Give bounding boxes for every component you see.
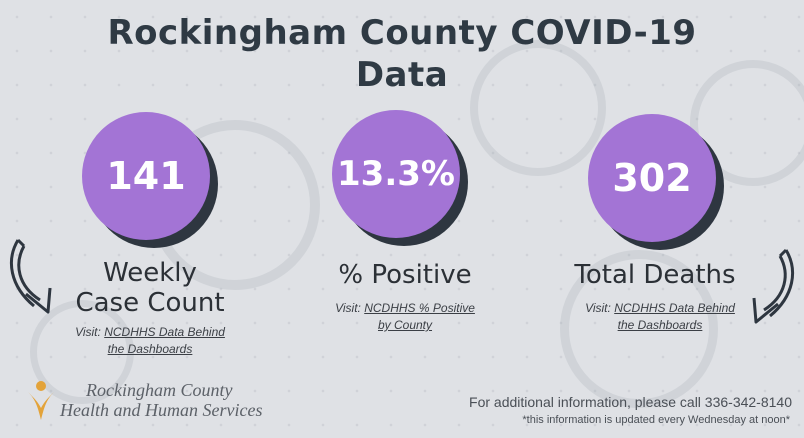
visit-prefix: Visit:	[585, 301, 611, 315]
percent-positive-value: 13.3%	[337, 154, 455, 194]
ncdhhs-dashboards-link[interactable]: NCDHHS Data Behind	[614, 301, 735, 315]
ncdhhs-percent-positive-link[interactable]: NCDHHS % Positive	[364, 301, 475, 315]
ncdhhs-dashboards-link[interactable]: the Dashboards	[107, 342, 193, 356]
percent-positive-label: % Positive	[310, 260, 500, 290]
weekly-cases-label: Weekly Case Count	[60, 258, 240, 318]
percent-positive-visit: Visit: NCDHHS % Positive by County	[310, 300, 500, 334]
total-deaths-value: 302	[612, 156, 692, 200]
page-title: Rockingham County COVID-19 Data	[107, 13, 697, 95]
virus-decoration	[690, 60, 804, 186]
weekly-cases-visit: Visit: NCDHHS Data Behind the Dashboards	[55, 324, 245, 358]
org-line: Health and Human Services	[60, 400, 263, 420]
weekly-cases-value: 141	[106, 154, 186, 198]
total-deaths-visit: Visit: NCDHHS Data Behind the Dashboards	[565, 300, 755, 334]
label-line: Total Deaths	[574, 260, 736, 290]
ncdhhs-percent-positive-link[interactable]: by County	[377, 318, 433, 332]
org-line: Rockingham County	[86, 380, 233, 400]
virus-decoration	[470, 40, 606, 176]
virus-decoration	[30, 300, 134, 404]
curved-arrow-left-icon	[9, 238, 52, 314]
virus-decoration	[560, 250, 718, 408]
visit-prefix: Visit:	[335, 301, 361, 315]
ncdhhs-dashboards-link[interactable]: NCDHHS Data Behind	[104, 325, 225, 339]
visit-prefix: Visit:	[75, 325, 101, 339]
weekly-cases-circle: 141	[82, 112, 210, 240]
label-line: % Positive	[338, 260, 472, 290]
total-deaths-circle: 302	[588, 114, 716, 242]
percent-positive-circle: 13.3%	[332, 110, 460, 238]
label-line: Case Count	[75, 288, 225, 318]
rockingham-logo-icon	[28, 381, 54, 420]
total-deaths-label: Total Deaths	[560, 260, 750, 290]
update-note: *this information is updated every Wedne…	[522, 414, 790, 426]
organization-name: Rockingham County Health and Human Servi…	[60, 380, 262, 420]
curved-arrow-right-icon	[752, 248, 795, 324]
label-line: Weekly	[103, 258, 197, 288]
ncdhhs-dashboards-link[interactable]: the Dashboards	[617, 318, 703, 332]
contact-info: For additional information, please call …	[469, 394, 792, 410]
